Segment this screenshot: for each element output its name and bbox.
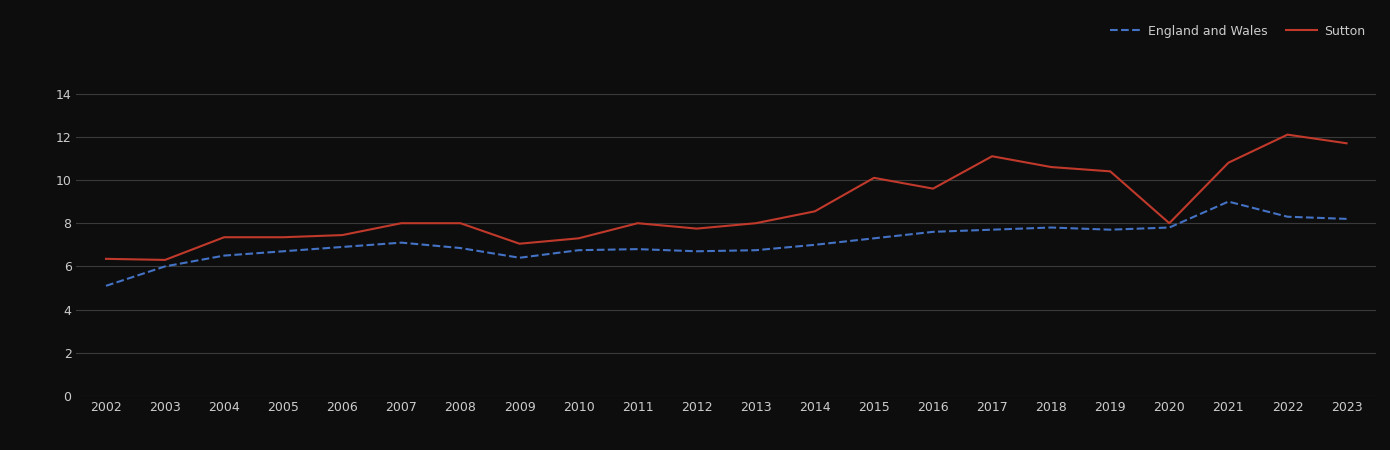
England and Wales <box>1042 225 1059 230</box>
Sutton <box>1042 164 1059 170</box>
Sutton <box>275 234 292 240</box>
England and Wales <box>512 255 528 261</box>
England and Wales <box>157 264 174 269</box>
England and Wales <box>570 248 587 253</box>
Sutton <box>984 153 1001 159</box>
England and Wales <box>688 248 705 254</box>
Sutton <box>1102 169 1119 174</box>
Sutton <box>866 175 883 180</box>
Sutton <box>1161 220 1177 226</box>
Sutton <box>97 256 114 261</box>
England and Wales <box>275 248 292 254</box>
Line: England and Wales: England and Wales <box>106 202 1347 286</box>
Sutton <box>748 220 765 226</box>
England and Wales <box>393 240 410 245</box>
England and Wales <box>924 229 941 234</box>
Sutton <box>1220 160 1237 166</box>
England and Wales <box>866 236 883 241</box>
England and Wales <box>806 242 823 248</box>
England and Wales <box>97 283 114 288</box>
Sutton <box>1279 132 1295 137</box>
Sutton <box>512 241 528 247</box>
England and Wales <box>1102 227 1119 232</box>
Sutton <box>1339 140 1355 146</box>
Sutton <box>452 220 468 226</box>
Sutton <box>630 220 646 226</box>
England and Wales <box>1339 216 1355 221</box>
England and Wales <box>334 244 350 250</box>
Line: Sutton: Sutton <box>106 135 1347 260</box>
Legend: England and Wales, Sutton: England and Wales, Sutton <box>1105 20 1371 43</box>
Sutton <box>806 209 823 214</box>
Sutton <box>924 186 941 191</box>
England and Wales <box>1220 199 1237 204</box>
Sutton <box>334 232 350 238</box>
England and Wales <box>1279 214 1295 220</box>
England and Wales <box>452 245 468 251</box>
England and Wales <box>630 247 646 252</box>
England and Wales <box>215 253 232 258</box>
Sutton <box>570 236 587 241</box>
Sutton <box>688 226 705 231</box>
England and Wales <box>748 248 765 253</box>
England and Wales <box>1161 225 1177 230</box>
Sutton <box>215 234 232 240</box>
Sutton <box>393 220 410 226</box>
Sutton <box>157 257 174 263</box>
England and Wales <box>984 227 1001 232</box>
